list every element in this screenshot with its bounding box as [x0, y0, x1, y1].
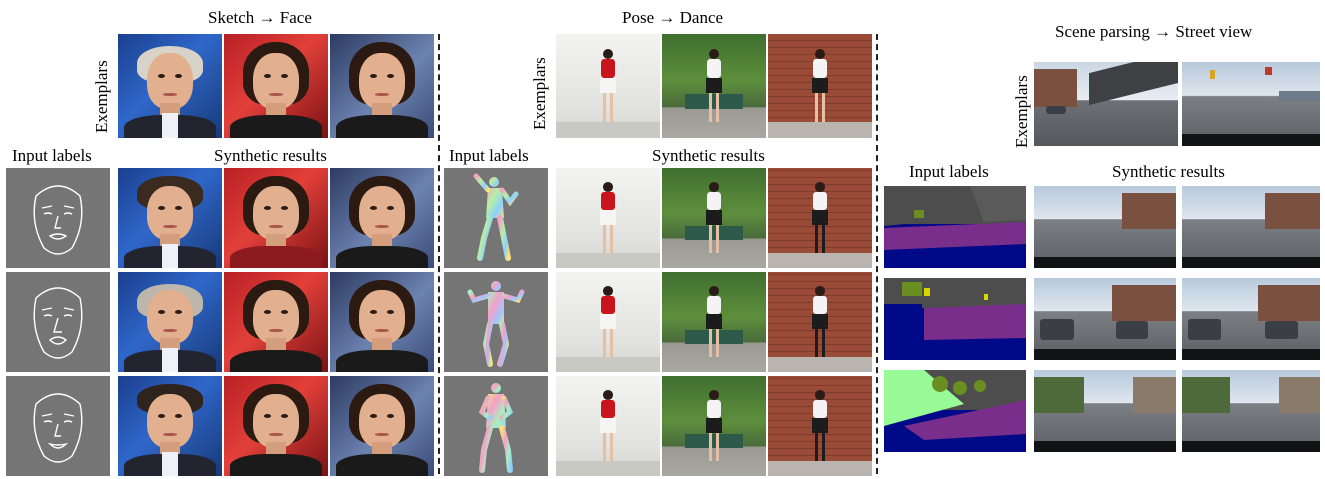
- dance-result-image: [662, 272, 766, 372]
- street-input-labels-heading: Input labels: [909, 162, 989, 181]
- face-exemplar-image: [118, 34, 222, 138]
- dance-pose-input: [444, 376, 548, 476]
- face-exemplar-image: [330, 34, 434, 138]
- face-result-image: [224, 376, 328, 476]
- face-input-labels-heading: Input labels: [12, 146, 92, 165]
- face-section-title: Sketch → Face: [208, 8, 312, 27]
- street-result-image: [1182, 278, 1320, 360]
- street-result-image: [1182, 370, 1320, 452]
- street-result-image: [1034, 278, 1176, 360]
- dance-input-labels-heading: Input labels: [449, 146, 529, 165]
- dance-result-image: [768, 376, 872, 476]
- street-section-title: Scene parsing → Street view: [1055, 22, 1253, 41]
- street-result-image: [1034, 186, 1176, 268]
- dance-pose-input: [444, 168, 548, 268]
- dance-section-title: Pose → Dance: [622, 8, 724, 27]
- dance-synthetic-results-heading: Synthetic results: [652, 146, 765, 165]
- dance-result-image: [662, 168, 766, 268]
- face-exemplars-label: Exemplars: [92, 60, 111, 133]
- street-result-image: [1182, 186, 1320, 268]
- section-divider: [438, 34, 440, 474]
- dance-exemplars-label: Exemplars: [530, 57, 549, 130]
- dance-exemplar-image: [662, 34, 766, 138]
- face-result-image: [330, 168, 434, 268]
- dance-result-image: [556, 376, 660, 476]
- dance-exemplar-image: [768, 34, 872, 138]
- street-segmentation-input: [884, 278, 1026, 360]
- dance-result-image: [768, 272, 872, 372]
- dance-pose-input: [444, 272, 548, 372]
- street-synthetic-results-heading: Synthetic results: [1112, 162, 1225, 181]
- face-sketch-input: [6, 168, 110, 268]
- face-result-image: [224, 168, 328, 268]
- face-result-image: [118, 272, 222, 372]
- street-segmentation-input: [884, 370, 1026, 452]
- face-sketch-input: [6, 272, 110, 372]
- face-exemplar-image: [224, 34, 328, 138]
- section-divider: [876, 34, 878, 474]
- face-result-image: [118, 376, 222, 476]
- street-result-image: [1034, 370, 1176, 452]
- face-sketch-input: [6, 376, 110, 476]
- dance-result-image: [556, 272, 660, 372]
- street-exemplar-image: [1034, 62, 1178, 146]
- face-synthetic-results-heading: Synthetic results: [214, 146, 327, 165]
- face-result-image: [118, 168, 222, 268]
- dance-result-image: [768, 168, 872, 268]
- face-result-image: [330, 272, 434, 372]
- dance-exemplar-image: [556, 34, 660, 138]
- face-result-image: [330, 376, 434, 476]
- street-exemplars-label: Exemplars: [1012, 75, 1031, 148]
- street-segmentation-input: [884, 186, 1026, 268]
- dance-result-image: [556, 168, 660, 268]
- street-exemplar-image: [1182, 62, 1320, 146]
- face-result-image: [224, 272, 328, 372]
- dance-result-image: [662, 376, 766, 476]
